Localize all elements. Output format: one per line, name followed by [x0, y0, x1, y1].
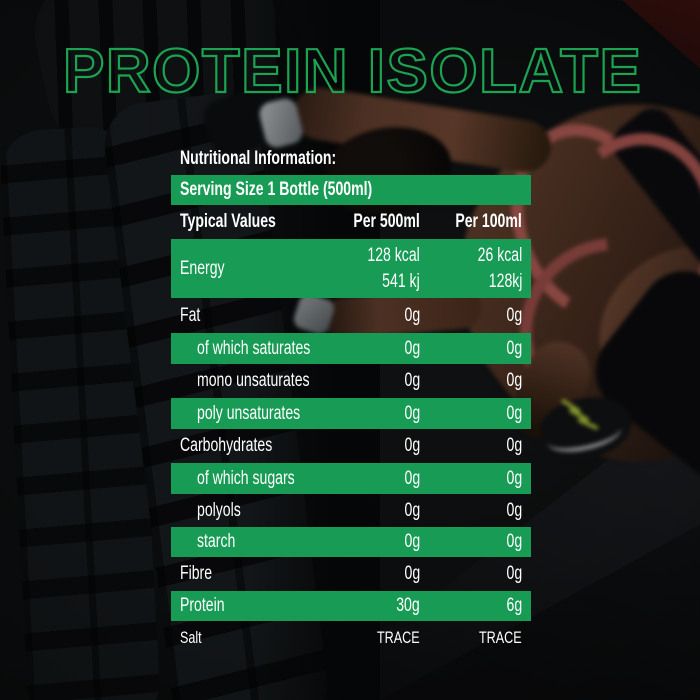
column-header-per500ml: Per 500ml — [353, 211, 420, 232]
row-label: Fibre — [180, 563, 213, 584]
value-per500ml: 0g — [404, 370, 420, 391]
value-per100ml: 0g — [506, 402, 522, 424]
table-row: Fibre 0g 0g — [171, 557, 531, 591]
page-title: PROTEIN ISOLATE — [62, 37, 643, 106]
value-per500ml: 0g — [404, 499, 420, 521]
value-per100ml: 6g — [506, 595, 522, 616]
table-row: Fat 0g 0g — [171, 298, 531, 333]
value-per100ml: 0g — [506, 337, 522, 359]
row-label: polyols — [197, 499, 241, 521]
row-label: Energy — [180, 257, 225, 279]
row-label: of which saturates — [197, 337, 311, 359]
row-label: Protein — [180, 595, 225, 616]
value-per500ml: TRACE — [377, 628, 420, 647]
table-row: Salt TRACE TRACE — [171, 621, 531, 655]
row-label: starch — [197, 531, 236, 552]
column-header-per100ml: Per 100ml — [455, 211, 522, 232]
value-per100ml: 0g — [506, 370, 522, 391]
table-row: starch 0g 0g — [171, 527, 531, 557]
value-per500ml: 0g — [404, 467, 420, 489]
value-per100ml: 0g — [506, 304, 522, 326]
value-per100ml: TRACE — [479, 628, 522, 647]
row-label: Carbohydrates — [180, 435, 273, 456]
row-label: of which sugars — [197, 467, 295, 489]
table-row: of which sugars 0g 0g — [171, 463, 531, 494]
value-per100ml: 0g — [506, 563, 522, 584]
table-row-energy: Energy 128 kcal 541 kj 26 kcal 128kj — [171, 239, 531, 298]
row-label: Salt — [180, 628, 202, 647]
table-row: Carbohydrates 0g 0g — [171, 429, 531, 463]
value-per500ml: 0g — [404, 563, 420, 584]
nutrition-table: Nutritional Information: Serving Size 1 … — [171, 142, 531, 655]
table-heading: Nutritional Information: — [180, 147, 337, 169]
value-per500ml: 0g — [404, 304, 420, 326]
column-headers: Typical Values Per 500ml Per 100ml — [171, 205, 531, 239]
value-per500ml: 30g — [396, 595, 420, 616]
value-per100ml: 0g — [506, 499, 522, 521]
value-per100ml: 26 kcal 128kj — [477, 244, 522, 292]
value-per500ml: 0g — [404, 337, 420, 359]
table-row: poly unsaturates 0g 0g — [171, 398, 531, 429]
value-per100ml: 0g — [506, 435, 522, 456]
table-row: mono unsaturates 0g 0g — [171, 364, 531, 398]
row-label: poly unsaturates — [197, 402, 301, 424]
table-row: Protein 30g 6g — [171, 591, 531, 621]
value-per500ml: 0g — [404, 435, 420, 456]
value-per100ml: 0g — [506, 531, 522, 552]
value-per100ml: 0g — [506, 467, 522, 489]
row-label: mono unsaturates — [197, 370, 310, 391]
serving-size-bar: Serving Size 1 Bottle (500ml) — [171, 175, 531, 205]
column-header-typical-values: Typical Values — [180, 211, 276, 232]
table-row: polyols 0g 0g — [171, 494, 531, 527]
value-per500ml: 0g — [404, 402, 420, 424]
value-per500ml: 0g — [404, 531, 420, 552]
row-label: Fat — [180, 304, 201, 326]
table-row: of which saturates 0g 0g — [171, 333, 531, 364]
value-per500ml: 128 kcal 541 kj — [367, 244, 420, 292]
